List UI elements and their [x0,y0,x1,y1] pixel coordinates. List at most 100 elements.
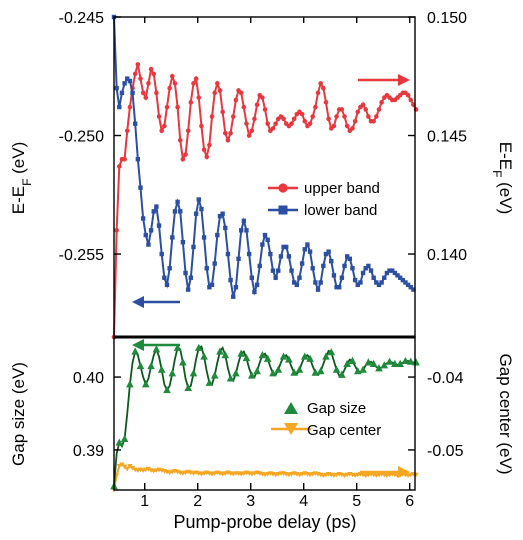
point-Gap-size-86 [338,370,346,378]
point-Gap-size-80 [322,352,330,360]
point-upper-band-76 [313,104,318,110]
series-Gap-size-fit-line [113,345,417,487]
axes-layer: -0.245 -0.250 -0.255 0.150 0.145 0.140 0.40 0.3… [59,10,468,510]
point-lower-band-11 [140,216,146,221]
point-upper-band-8 [132,71,138,77]
point-lower-band-60 [270,268,276,273]
left-axis-arrow-lower-band [132,296,180,308]
point-Gap-size-12 [141,380,150,388]
point-lower-band-99 [374,280,379,285]
point-lower-band-79 [321,263,326,269]
point-Gap-size-34 [200,352,208,360]
top-left-y-label: E-EF (eV) [9,142,34,215]
legend-gap-size-label: Gap size [307,400,366,417]
point-upper-band-16 [154,90,159,96]
top-left-y-tick-label-2: -0.255 [59,247,104,264]
point-Gap-size-104 [385,357,394,365]
top-right-y-tick-label-1: 0.145 [427,129,467,146]
right-axis-arrow-upper-band [358,74,410,86]
point-upper-band-68 [291,116,297,122]
point-lower-band-113 [411,287,416,292]
point-Gap-size-24 [173,343,182,351]
point-lower-band-100 [376,282,382,288]
point-lower-band-34 [201,235,207,240]
point-lower-band-103 [384,270,390,276]
point-Gap-size-96 [364,358,373,366]
point-Gap-center-6 [127,463,133,469]
point-upper-band-33 [199,123,204,129]
point-upper-band-83 [331,123,337,129]
point-upper-band-35 [204,154,210,160]
top-legend: upper band lower band [268,180,380,219]
point-lower-band-52 [249,275,254,280]
point-lower-band-68 [291,280,297,285]
point-upper-band-17 [156,114,162,119]
point-upper-band-26 [180,156,186,162]
point-lower-band-77 [315,287,321,292]
point-upper-band-29 [188,100,194,105]
legend-lower-band: lower band [268,202,377,219]
point-Gap-size-44 [226,374,235,382]
point-lower-band-51 [246,251,252,257]
point-lower-band-53 [252,289,257,295]
point-lower-band-106 [392,270,398,276]
point-Gap-size-100 [375,364,383,372]
point-lower-band-75 [310,266,315,271]
point-lower-band-19 [162,275,167,280]
gap-size-y-tick-label-1: 0.39 [73,443,104,460]
point-upper-band-1 [114,228,119,233]
point-lower-band-95 [363,266,368,271]
point-lower-band-66 [286,254,292,259]
point-Gap-size-30 [189,369,198,377]
point-lower-band-55 [257,263,262,269]
point-upper-band-34 [201,147,207,153]
point-lower-band-50 [244,228,249,233]
point-upper-band-75 [310,114,316,119]
point-Gap-size-58 [263,354,272,362]
gap-center-y-tick-label-0: -0.04 [427,370,464,387]
point-lower-band-47 [236,256,241,261]
point-upper-band-40 [217,88,223,93]
point-lower-band-71 [299,261,305,266]
point-upper-band-58 [265,121,270,126]
point-lower-band-39 [215,232,220,238]
point-upper-band-90 [350,126,355,131]
point-lower-band-65 [284,244,289,250]
point-Gap-size-112 [406,357,415,365]
point-upper-band-13 [146,81,151,86]
point-upper-band-39 [215,81,220,86]
series-Gap-center [111,462,419,493]
point-Gap-center-5 [124,466,130,472]
point-Gap-size-50 [242,353,251,362]
point-Gap-size-108 [396,359,404,367]
point-upper-band-51 [246,133,252,138]
point-upper-band-72 [302,118,308,124]
point-upper-band-18 [159,128,164,134]
point-upper-band-71 [299,111,305,117]
series-lower-band [111,14,416,299]
point-lower-band-45 [231,294,236,299]
point-Gap-size-70 [295,365,304,373]
point-upper-band-96 [366,114,371,119]
point-lower-band-86 [339,275,345,280]
point-lower-band-42 [223,225,228,231]
point-lower-band-74 [307,249,313,254]
point-lower-band-56 [260,242,265,247]
point-lower-band-5 [125,76,130,81]
point-Gap-center-2 [116,463,122,469]
point-lower-band-14 [148,228,154,233]
point-lower-band-57 [262,232,268,238]
gap-size-y-label: Gap size (eV) [9,362,28,466]
point-lower-band-54 [254,282,260,288]
point-lower-band-94 [360,270,366,276]
point-lower-band-61 [273,275,278,280]
legend-gap-size: Gap size [284,400,366,417]
point-Gap-size-74 [306,354,314,362]
point-upper-band-27 [183,152,188,157]
point-lower-band-36 [207,285,212,290]
point-upper-band-42 [222,130,228,136]
point-Gap-size-52 [247,371,256,379]
point-lower-band-23 [172,209,178,214]
point-Gap-size-26 [179,358,187,366]
